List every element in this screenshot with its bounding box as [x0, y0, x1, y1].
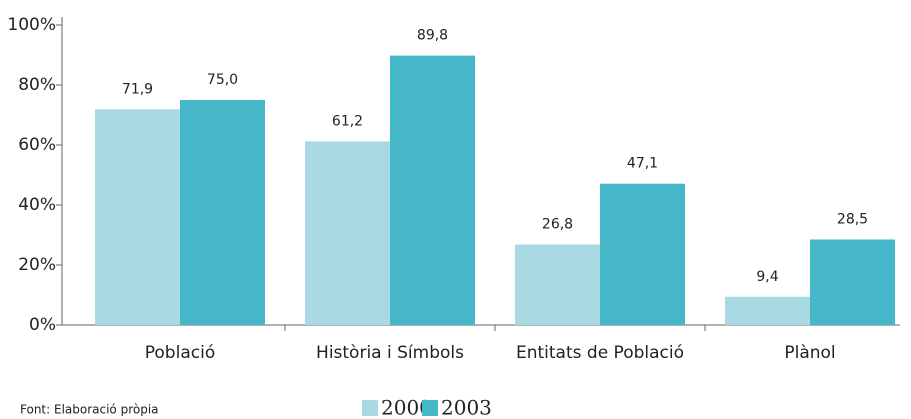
data-label: 89,8 — [417, 28, 448, 44]
data-label: 26,8 — [542, 217, 573, 233]
bar — [515, 244, 600, 325]
legend-label: 2003 — [441, 396, 492, 419]
y-tick-label: 100% — [7, 15, 56, 35]
bar — [600, 183, 685, 325]
bar — [180, 100, 265, 325]
data-label: 9,4 — [756, 269, 778, 285]
y-tick-label: 40% — [18, 195, 56, 215]
legend-swatch — [422, 400, 438, 416]
bar — [305, 141, 390, 325]
data-label: 75,0 — [207, 72, 238, 88]
data-label: 71,9 — [122, 81, 153, 97]
bar — [390, 55, 475, 325]
y-tick-label: 0% — [29, 315, 56, 335]
data-label: 47,1 — [627, 156, 658, 172]
x-tick-label: Població — [144, 343, 216, 363]
source-note: Font: Elaboració pròpia — [20, 403, 159, 417]
y-tick-label: 80% — [18, 75, 56, 95]
data-label: 61,2 — [332, 113, 363, 129]
bar — [810, 239, 895, 325]
legend-swatch — [362, 400, 378, 416]
legend-label: 2000 — [381, 396, 432, 419]
bar — [725, 296, 810, 325]
x-tick-label: Entitats de Població — [515, 343, 685, 363]
x-tick-label: Història i Símbols — [316, 343, 464, 363]
bar — [95, 109, 180, 325]
y-tick-label: 60% — [18, 135, 56, 155]
x-tick-label: Plànol — [784, 343, 836, 363]
data-label: 28,5 — [837, 212, 868, 228]
y-tick-label: 20% — [18, 255, 56, 275]
